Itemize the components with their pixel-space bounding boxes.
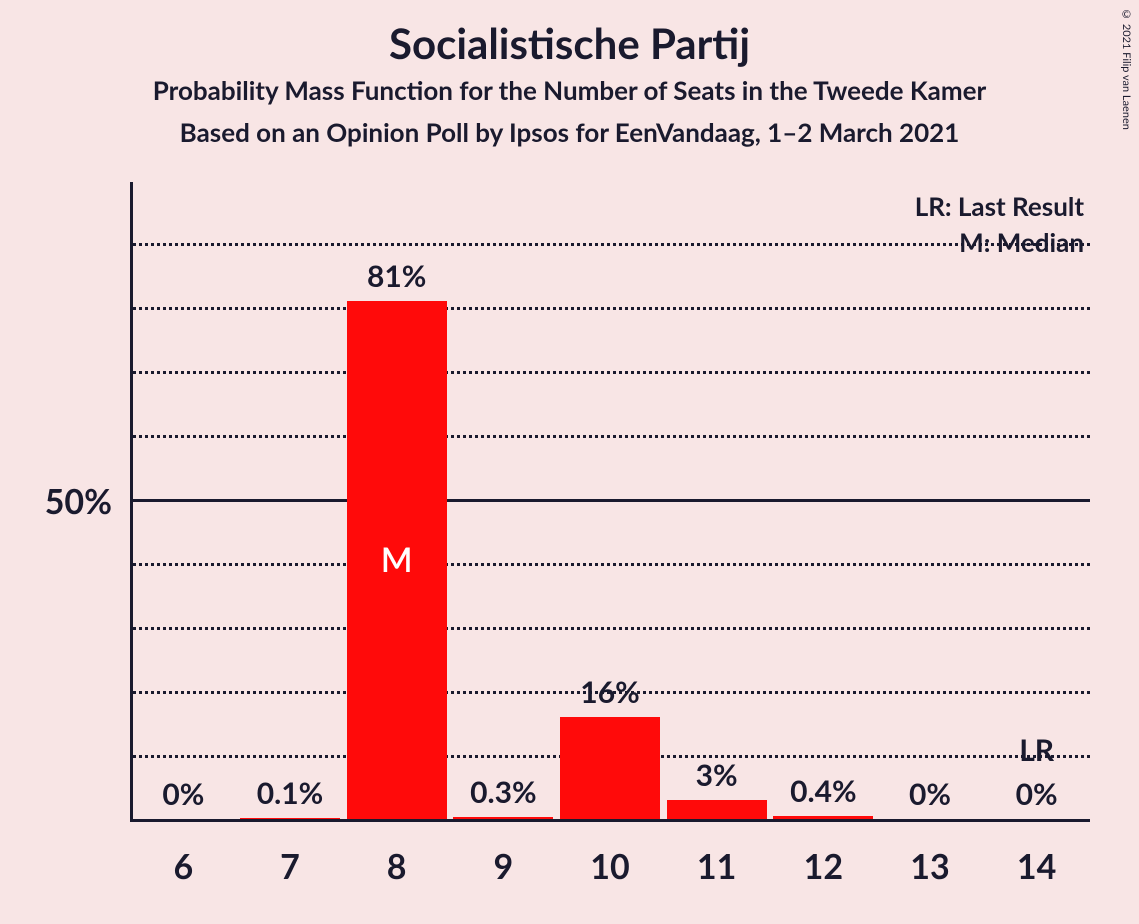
bar (773, 816, 873, 819)
x-tick-label: 8 (387, 846, 407, 887)
gridline (133, 307, 1090, 310)
last-result-label: LR (1019, 732, 1054, 768)
x-tick-label: 12 (804, 846, 843, 887)
x-tick-label: 7 (280, 846, 300, 887)
x-tick-label: 14 (1017, 846, 1056, 887)
bar (453, 817, 553, 819)
gridline-major (133, 499, 1090, 502)
plot-region: LR: Last Result M: Median 50%0%60.1%781%… (130, 182, 1090, 822)
bar (240, 818, 340, 819)
x-tick-label: 10 (590, 846, 629, 887)
bar-value-label: 0.1% (257, 775, 324, 811)
bar-value-label: 0.3% (470, 774, 537, 810)
x-tick-label: 13 (910, 846, 949, 887)
chart-title: Socialistische Partij (0, 18, 1139, 68)
y-tick-label: 50% (45, 481, 112, 522)
gridline (133, 243, 1090, 246)
gridline (133, 627, 1090, 630)
bar-value-label: 0% (162, 776, 204, 812)
bar-value-label: 81% (367, 258, 426, 294)
x-tick-label: 9 (493, 846, 513, 887)
bar-value-label: 3% (696, 757, 738, 793)
legend-m: M: Median (915, 226, 1084, 258)
legend-lr: LR: Last Result (915, 190, 1084, 222)
copyright-text: © 2021 Filip van Laenen (1120, 8, 1133, 130)
median-label: M (381, 539, 413, 580)
y-axis (130, 182, 133, 822)
bar (667, 800, 767, 819)
chart-subtitle-2: Based on an Opinion Poll by Ipsos for Ee… (0, 116, 1139, 148)
legend: LR: Last Result M: Median (915, 190, 1084, 258)
bar (560, 717, 660, 819)
gridline (133, 435, 1090, 438)
x-axis (130, 819, 1090, 822)
chart-area: LR: Last Result M: Median 50% 0% 6 0.1% 7 81%… (0, 170, 1139, 924)
bar-value-label: 16% (580, 674, 639, 710)
gridline (133, 563, 1090, 566)
bar-value-label: 0% (909, 776, 951, 812)
chart-subtitle-1: Probability Mass Function for the Number… (0, 74, 1139, 106)
bar-value-label: 0% (1016, 776, 1058, 812)
x-tick-label: 6 (173, 846, 193, 887)
gridline (133, 371, 1090, 374)
bar-value-label: 0.4% (790, 773, 857, 809)
x-tick-label: 11 (697, 846, 736, 887)
